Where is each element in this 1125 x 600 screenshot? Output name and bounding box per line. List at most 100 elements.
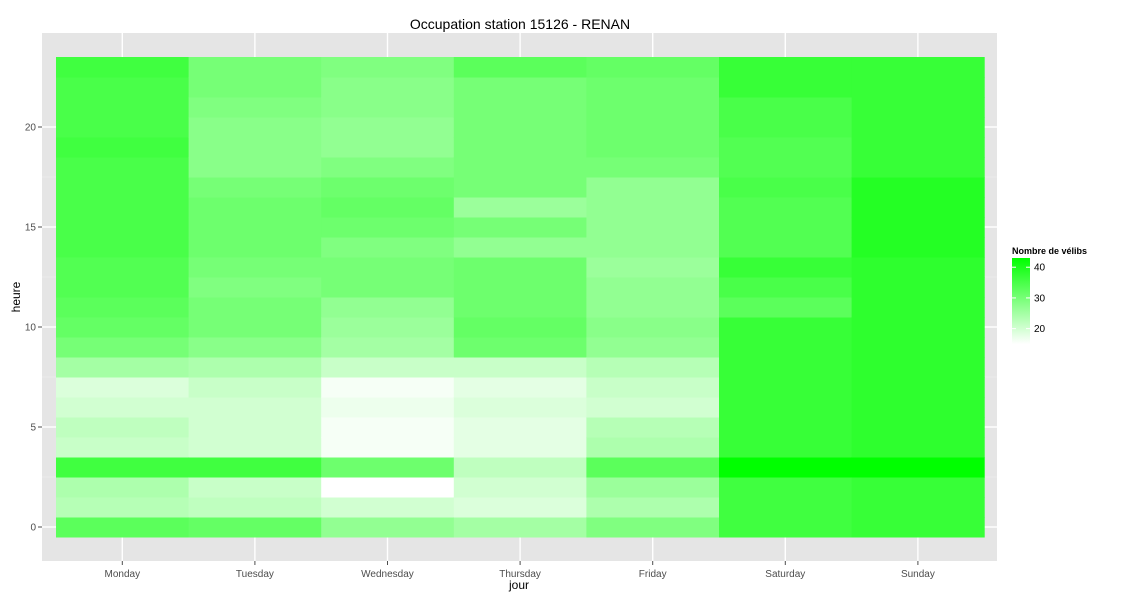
heatmap-tile — [851, 317, 985, 338]
heatmap-tile — [56, 97, 190, 118]
heatmap-tile — [719, 377, 853, 398]
heatmap-tile — [188, 137, 322, 158]
heatmap-tile — [56, 317, 190, 338]
heatmap-tile — [321, 377, 455, 398]
heatmap-tile — [719, 517, 853, 538]
heatmap-tile — [851, 277, 985, 298]
heatmap-tile — [453, 397, 587, 418]
heatmap-tile — [453, 437, 587, 458]
heatmap-tile — [321, 477, 455, 498]
heatmap-tile — [851, 197, 985, 218]
x-tick-label: Monday — [105, 569, 141, 580]
heatmap-tile — [56, 357, 190, 378]
heatmap-tile — [586, 497, 720, 518]
heatmap-tile — [719, 477, 853, 498]
heatmap-tile — [719, 297, 853, 318]
heatmap-tile — [56, 477, 190, 498]
x-tick-label: Friday — [639, 569, 667, 580]
heatmap-tile — [321, 77, 455, 98]
heatmap-tile — [453, 57, 587, 78]
heatmap-tile — [188, 377, 322, 398]
heatmap-tile — [719, 197, 853, 218]
heatmap-tile — [719, 337, 853, 358]
heatmap-tile — [321, 297, 455, 318]
heatmap-tile — [56, 277, 190, 298]
heatmap-tile — [586, 457, 720, 478]
heatmap-tile — [56, 417, 190, 438]
heatmap-tile — [586, 177, 720, 198]
heatmap-tile — [851, 257, 985, 278]
heatmap-tile — [56, 177, 190, 198]
x-tick-label: Tuesday — [236, 569, 274, 580]
heatmap-tile — [321, 337, 455, 358]
heatmap-tile — [719, 397, 853, 418]
heatmap-tile — [851, 437, 985, 458]
heatmap-tile — [321, 437, 455, 458]
heatmap-tile — [188, 77, 322, 98]
x-axis: Monday Tuesday Wednesday Thursday Friday Satu… — [105, 561, 935, 580]
heatmap-tile — [851, 217, 985, 238]
heatmap-tiles — [56, 57, 985, 538]
heatmap-tile — [453, 197, 587, 218]
heatmap-tile — [851, 77, 985, 98]
heatmap-tile — [586, 237, 720, 258]
heatmap-tile — [453, 77, 587, 98]
heatmap-tile — [586, 217, 720, 238]
heatmap-tile — [56, 157, 190, 178]
heatmap-tile — [851, 497, 985, 518]
heatmap-tile — [851, 517, 985, 538]
legend-tick-label: 30 — [1034, 293, 1046, 304]
heatmap-tile — [719, 277, 853, 298]
heatmap-tile — [586, 397, 720, 418]
x-tick-label: Sunday — [901, 569, 935, 580]
heatmap-tile — [321, 177, 455, 198]
x-tick-label: Thursday — [499, 569, 541, 580]
heatmap-tile — [851, 177, 985, 198]
y-tick-label: 20 — [25, 123, 37, 134]
heatmap-tile — [453, 217, 587, 238]
heatmap-tile — [188, 297, 322, 318]
heatmap-tile — [453, 317, 587, 338]
heatmap-tile — [453, 177, 587, 198]
heatmap-tile — [453, 117, 587, 138]
y-axis: 0 5 10 15 20 — [25, 123, 42, 534]
heatmap-tile — [188, 397, 322, 418]
heatmap-tile — [56, 517, 190, 538]
heatmap-tile — [56, 377, 190, 398]
heatmap-tile — [851, 297, 985, 318]
heatmap-tile — [321, 357, 455, 378]
heatmap-tile — [321, 237, 455, 258]
heatmap-tile — [56, 337, 190, 358]
heatmap-tile — [719, 157, 853, 178]
heatmap-tile — [851, 417, 985, 438]
heatmap-tile — [719, 417, 853, 438]
heatmap-tile — [851, 57, 985, 78]
heatmap-tile — [719, 237, 853, 258]
heatmap-tile — [586, 477, 720, 498]
heatmap-tile — [321, 277, 455, 298]
heatmap-tile — [453, 97, 587, 118]
heatmap-tile — [719, 77, 853, 98]
heatmap-tile — [453, 277, 587, 298]
y-axis-label: heure — [9, 281, 23, 312]
heatmap-tile — [56, 437, 190, 458]
heatmap-tile — [321, 317, 455, 338]
heatmap-tile — [188, 177, 322, 198]
heatmap-tile — [56, 217, 190, 238]
heatmap-tile — [851, 237, 985, 258]
heatmap-tile — [851, 397, 985, 418]
heatmap-tile — [719, 317, 853, 338]
heatmap-tile — [453, 297, 587, 318]
heatmap-tile — [188, 417, 322, 438]
heatmap-tile — [188, 257, 322, 278]
heatmap-tile — [586, 377, 720, 398]
heatmap-tile — [56, 117, 190, 138]
x-tick-label: Wednesday — [361, 569, 414, 580]
heatmap-tile — [719, 497, 853, 518]
heatmap-tile — [453, 417, 587, 438]
heatmap-tile — [586, 357, 720, 378]
heatmap-tile — [586, 117, 720, 138]
legend-tick-label: 40 — [1034, 263, 1046, 274]
heatmap-tile — [851, 97, 985, 118]
legend-tick-label: 20 — [1034, 324, 1046, 335]
